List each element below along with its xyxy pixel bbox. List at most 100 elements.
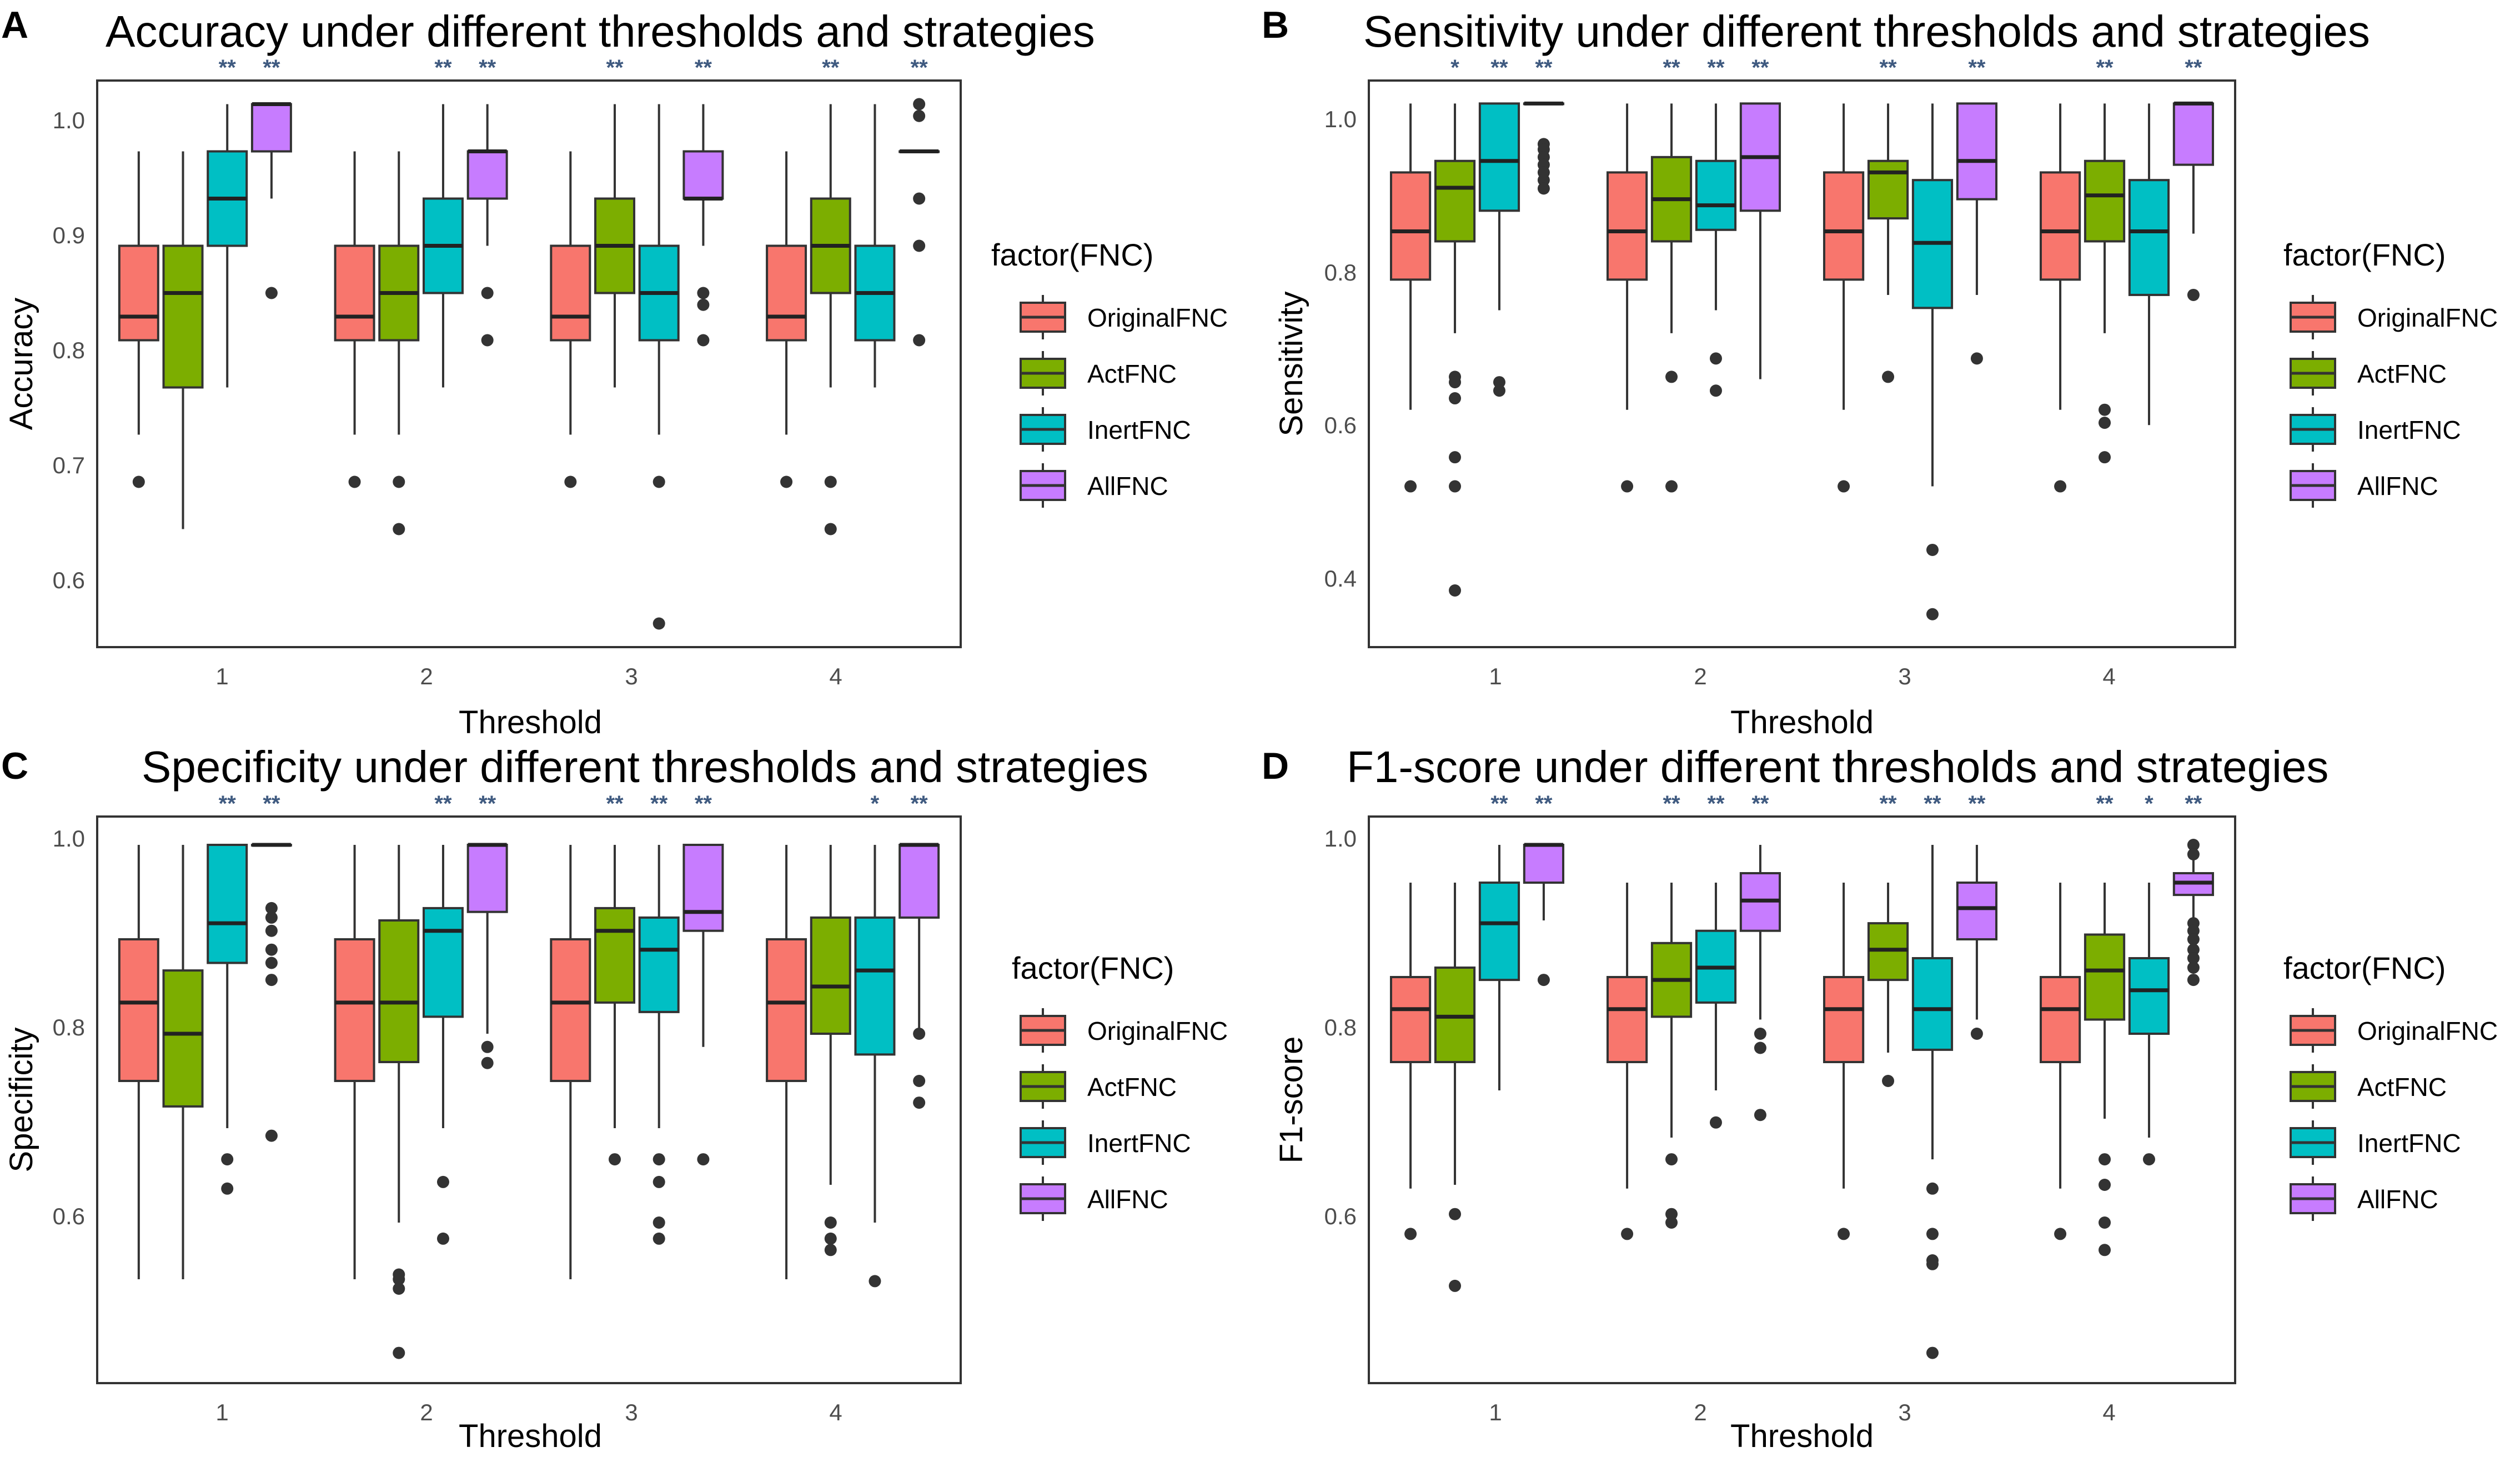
panel-d-legend-entry: OriginalFNC	[2290, 1008, 2498, 1053]
panel-d-legend-entry: AllFNC	[2290, 1176, 2438, 1221]
legend-label-allfnc: AllFNC	[1087, 1185, 1168, 1214]
outlier-point	[1449, 584, 1462, 597]
significance-marker: **	[1924, 792, 1941, 816]
outlier-point	[1449, 1208, 1462, 1220]
panel-b-title: Sensitivity under different thresholds a…	[1363, 7, 2370, 56]
outlier-point	[824, 475, 837, 488]
panel-d: D F1-score under different thresholds an…	[1262, 742, 2498, 1454]
outlier-point	[1449, 392, 1462, 405]
panel-c-ytick-label: 1.0	[53, 825, 85, 852]
outlier-point	[265, 902, 278, 914]
significance-marker: **	[1535, 56, 1553, 80]
significance-marker: *	[871, 792, 880, 816]
box-actfnc	[378, 919, 420, 1063]
box-originalfnc	[1823, 976, 1865, 1063]
panel-a-xtick-label: 3	[625, 663, 637, 689]
outlier-point	[609, 1153, 621, 1166]
outlier-point	[1754, 1042, 1766, 1054]
outlier-point	[2187, 962, 2200, 974]
outlier-point	[697, 1153, 710, 1166]
outlier-point	[1404, 1228, 1417, 1240]
panel-d-xtick-label: 1	[1489, 1399, 1502, 1425]
box-actfnc	[2084, 159, 2126, 243]
panel-a-ytick-label: 1.0	[53, 107, 85, 133]
panel-a-xtick-label: 1	[215, 663, 228, 689]
panel-d-legend-entry: InertFNC	[2290, 1120, 2461, 1165]
outlier-point	[913, 1075, 926, 1087]
outlier-point	[1709, 384, 1722, 397]
legend-label-inertfnc: InertFNC	[1087, 415, 1191, 444]
panel-a-ytick-label: 0.9	[53, 222, 85, 248]
significance-marker: **	[1663, 56, 1680, 80]
panel-a-x-ticks: 1 2 3 4	[215, 663, 842, 689]
box-originalfnc	[1606, 171, 1648, 281]
legend-label-inertfnc: InertFNC	[2357, 1129, 2461, 1158]
box-originalfnc	[1823, 171, 1865, 281]
outlier-point	[393, 1346, 405, 1359]
box-actfnc	[594, 907, 636, 1004]
panel-letter-c: C	[1, 745, 28, 787]
box-inertfnc	[1695, 159, 1737, 231]
panel-d-ytick-label: 0.6	[1324, 1203, 1357, 1229]
significance-marker: **	[1663, 792, 1680, 816]
significance-marker: **	[1535, 792, 1553, 816]
panel-d-x-ticks: 1 2 3 4	[1489, 1399, 2115, 1425]
box-allfnc	[466, 150, 508, 200]
outlier-point	[393, 523, 405, 535]
significance-marker: **	[695, 56, 712, 80]
panel-b-legend-entry: OriginalFNC	[2290, 295, 2498, 339]
panel-c-xtick-label: 4	[829, 1399, 842, 1425]
outlier-point	[132, 475, 145, 488]
panel-c-x-ticks: 1 2 3 4	[215, 1399, 842, 1425]
legend-label-originalfnc: OriginalFNC	[2357, 1017, 2498, 1045]
outlier-point	[1449, 376, 1462, 389]
significance-marker: **	[1707, 792, 1725, 816]
panel-d-xtick-label: 4	[2102, 1399, 2115, 1425]
panel-d-ytick-label: 1.0	[1324, 825, 1357, 852]
panel-c-legend-entry: ActFNC	[1020, 1064, 1177, 1109]
box-allfnc	[1956, 102, 1998, 201]
panel-d-legend-title: factor(FNC)	[2283, 950, 2446, 985]
outlier-point	[265, 924, 278, 937]
box-allfnc	[2172, 102, 2215, 166]
panel-b-ytick-label: 1.0	[1324, 106, 1357, 132]
outlier-point	[436, 1232, 449, 1245]
panel-c-title: Specificity under different thresholds a…	[142, 742, 1148, 792]
outlier-point	[652, 1175, 665, 1188]
panel-c-legend-title: factor(FNC)	[1012, 950, 1174, 985]
box-originalfnc	[550, 244, 591, 342]
significance-marker: **	[263, 792, 280, 816]
panel-a-x-axis-title: Threshold	[459, 704, 602, 740]
box-allfnc	[682, 150, 724, 200]
outlier-point	[1926, 608, 1939, 620]
outlier-point	[2099, 417, 2111, 429]
panel-b-legend-entry: AllFNC	[2290, 463, 2438, 508]
significance-marker: **	[1490, 792, 1508, 816]
box-originalfnc	[1606, 976, 1648, 1063]
panel-a-legend-title: factor(FNC)	[991, 237, 1153, 272]
outlier-point	[1970, 1028, 1983, 1040]
panel-c-ytick-label: 0.6	[53, 1203, 85, 1229]
outlier-point	[1926, 1258, 1939, 1270]
outlier-point	[1709, 1116, 1722, 1129]
outlier-point	[1449, 451, 1462, 464]
outlier-point	[436, 1175, 449, 1188]
panel-c-xtick-label: 2	[420, 1399, 433, 1425]
panel-b-xtick-label: 4	[2102, 663, 2115, 689]
panel-b-xtick-label: 2	[1694, 663, 1706, 689]
panel-a-ytick-label: 0.7	[53, 452, 85, 478]
outlier-point	[913, 1096, 926, 1109]
legend-label-originalfnc: OriginalFNC	[1087, 303, 1228, 332]
outlier-point	[1665, 370, 1678, 383]
box-inertfnc	[854, 916, 896, 1056]
box-actfnc	[1867, 159, 1909, 220]
box-actfnc	[162, 244, 204, 389]
significance-marker: **	[1490, 56, 1508, 80]
significance-marker: **	[695, 792, 712, 816]
outlier-point	[1665, 1216, 1678, 1229]
panel-d-boxplot-marks: ** ** ** ** ** ** ** ** ** * **	[1389, 792, 2215, 1359]
box-originalfnc	[766, 244, 807, 342]
outlier-point	[1709, 352, 1722, 365]
significance-marker: **	[479, 792, 496, 816]
panel-b-boxplot-marks: * ** ** ** ** ** ** ** ** **	[1389, 56, 2215, 620]
